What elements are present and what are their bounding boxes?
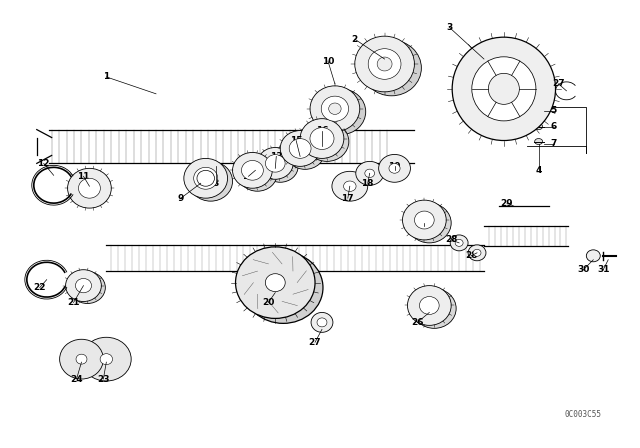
Text: 17: 17 — [342, 194, 354, 202]
Text: 16: 16 — [316, 126, 328, 135]
Ellipse shape — [65, 270, 101, 302]
Text: 23: 23 — [97, 375, 109, 383]
Text: 12: 12 — [38, 159, 50, 168]
Text: 27: 27 — [552, 79, 565, 88]
Ellipse shape — [455, 239, 463, 246]
Ellipse shape — [100, 353, 113, 365]
Ellipse shape — [332, 171, 368, 201]
Text: 3: 3 — [446, 23, 452, 32]
Ellipse shape — [311, 312, 333, 332]
Circle shape — [472, 57, 536, 121]
Circle shape — [488, 73, 519, 104]
Text: 6: 6 — [550, 122, 557, 131]
Ellipse shape — [257, 147, 293, 179]
Ellipse shape — [76, 279, 92, 293]
Ellipse shape — [197, 170, 214, 186]
Ellipse shape — [450, 235, 468, 251]
Text: 9: 9 — [178, 194, 184, 202]
Ellipse shape — [317, 318, 327, 327]
Ellipse shape — [415, 211, 434, 229]
Ellipse shape — [329, 103, 341, 114]
Ellipse shape — [300, 119, 344, 159]
Text: 28: 28 — [445, 235, 458, 245]
Ellipse shape — [586, 250, 600, 262]
Ellipse shape — [389, 164, 400, 173]
Text: 8: 8 — [212, 179, 219, 188]
Ellipse shape — [356, 161, 383, 185]
Ellipse shape — [468, 245, 486, 261]
Ellipse shape — [355, 36, 415, 92]
Ellipse shape — [237, 155, 277, 191]
Text: 27: 27 — [308, 338, 321, 347]
Ellipse shape — [262, 151, 298, 182]
Ellipse shape — [534, 124, 543, 129]
Text: 2: 2 — [351, 34, 358, 43]
Ellipse shape — [266, 274, 285, 292]
Ellipse shape — [241, 160, 263, 180]
Text: 18: 18 — [362, 179, 374, 188]
Text: 11: 11 — [77, 172, 90, 181]
Text: 28: 28 — [465, 251, 477, 260]
Ellipse shape — [70, 271, 106, 303]
Text: 5: 5 — [550, 106, 557, 115]
Ellipse shape — [285, 134, 325, 169]
Text: 10: 10 — [322, 56, 334, 65]
Text: 7: 7 — [550, 139, 557, 148]
Ellipse shape — [419, 297, 439, 314]
Ellipse shape — [194, 168, 218, 189]
Text: 24: 24 — [70, 375, 83, 383]
Text: 1: 1 — [103, 73, 109, 82]
Ellipse shape — [534, 108, 543, 114]
Ellipse shape — [310, 128, 334, 150]
Ellipse shape — [368, 49, 401, 79]
Ellipse shape — [316, 89, 365, 134]
Ellipse shape — [408, 203, 451, 243]
Text: 22: 22 — [33, 283, 46, 292]
Ellipse shape — [232, 152, 272, 188]
Ellipse shape — [76, 354, 87, 364]
Ellipse shape — [344, 181, 356, 191]
Ellipse shape — [365, 169, 374, 177]
Text: 19: 19 — [388, 162, 401, 171]
Ellipse shape — [473, 250, 481, 256]
Ellipse shape — [81, 337, 131, 381]
Ellipse shape — [534, 138, 543, 145]
Text: 31: 31 — [597, 265, 609, 274]
Ellipse shape — [266, 155, 285, 172]
Text: 30: 30 — [577, 265, 589, 274]
Text: 0C003C55: 0C003C55 — [565, 410, 602, 419]
Ellipse shape — [184, 159, 228, 198]
Text: 25: 25 — [418, 219, 431, 228]
Text: 20: 20 — [262, 298, 275, 307]
Ellipse shape — [60, 339, 103, 379]
Ellipse shape — [68, 168, 111, 208]
Ellipse shape — [310, 86, 360, 132]
Ellipse shape — [280, 130, 320, 166]
Text: 29: 29 — [500, 198, 513, 207]
Ellipse shape — [362, 40, 421, 96]
Ellipse shape — [236, 247, 315, 319]
Ellipse shape — [189, 161, 232, 201]
Circle shape — [452, 37, 556, 141]
Text: 26: 26 — [411, 318, 424, 327]
Text: 21: 21 — [67, 298, 80, 307]
Ellipse shape — [403, 200, 446, 240]
Ellipse shape — [305, 122, 349, 161]
Ellipse shape — [379, 155, 410, 182]
Text: 14: 14 — [242, 172, 255, 181]
Ellipse shape — [377, 57, 392, 71]
Ellipse shape — [79, 178, 100, 198]
Text: 15: 15 — [290, 136, 302, 145]
Ellipse shape — [321, 96, 349, 121]
Ellipse shape — [243, 252, 323, 323]
Ellipse shape — [412, 289, 456, 328]
Text: 13: 13 — [270, 152, 282, 161]
Ellipse shape — [408, 286, 451, 325]
Ellipse shape — [289, 138, 311, 158]
Text: 4: 4 — [536, 166, 542, 175]
